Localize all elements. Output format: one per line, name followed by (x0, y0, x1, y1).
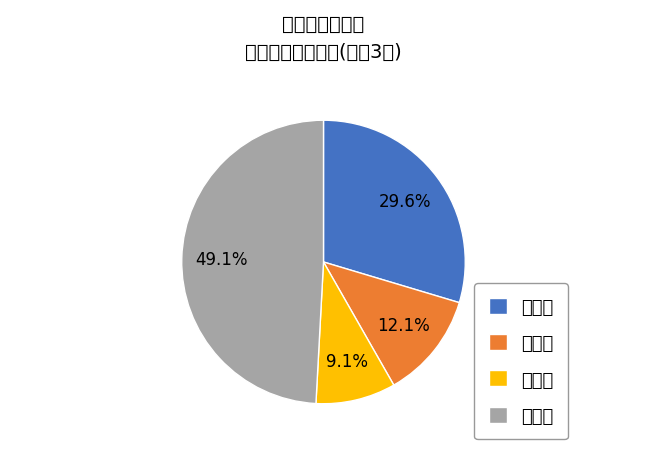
Text: 49.1%: 49.1% (195, 251, 248, 268)
Title: きはだの漁獲量
全国に占める割合(令和3年): きはだの漁獲量 全国に占める割合(令和3年) (245, 15, 402, 62)
Text: 12.1%: 12.1% (377, 317, 430, 335)
Legend: 静岡県, 宮城県, 宮崎県, その他: 静岡県, 宮城県, 宮崎県, その他 (474, 283, 568, 440)
Wedge shape (324, 121, 465, 303)
Wedge shape (316, 263, 394, 404)
Wedge shape (324, 263, 459, 385)
Wedge shape (182, 121, 324, 404)
Text: 9.1%: 9.1% (326, 353, 368, 370)
Text: 29.6%: 29.6% (379, 192, 432, 211)
